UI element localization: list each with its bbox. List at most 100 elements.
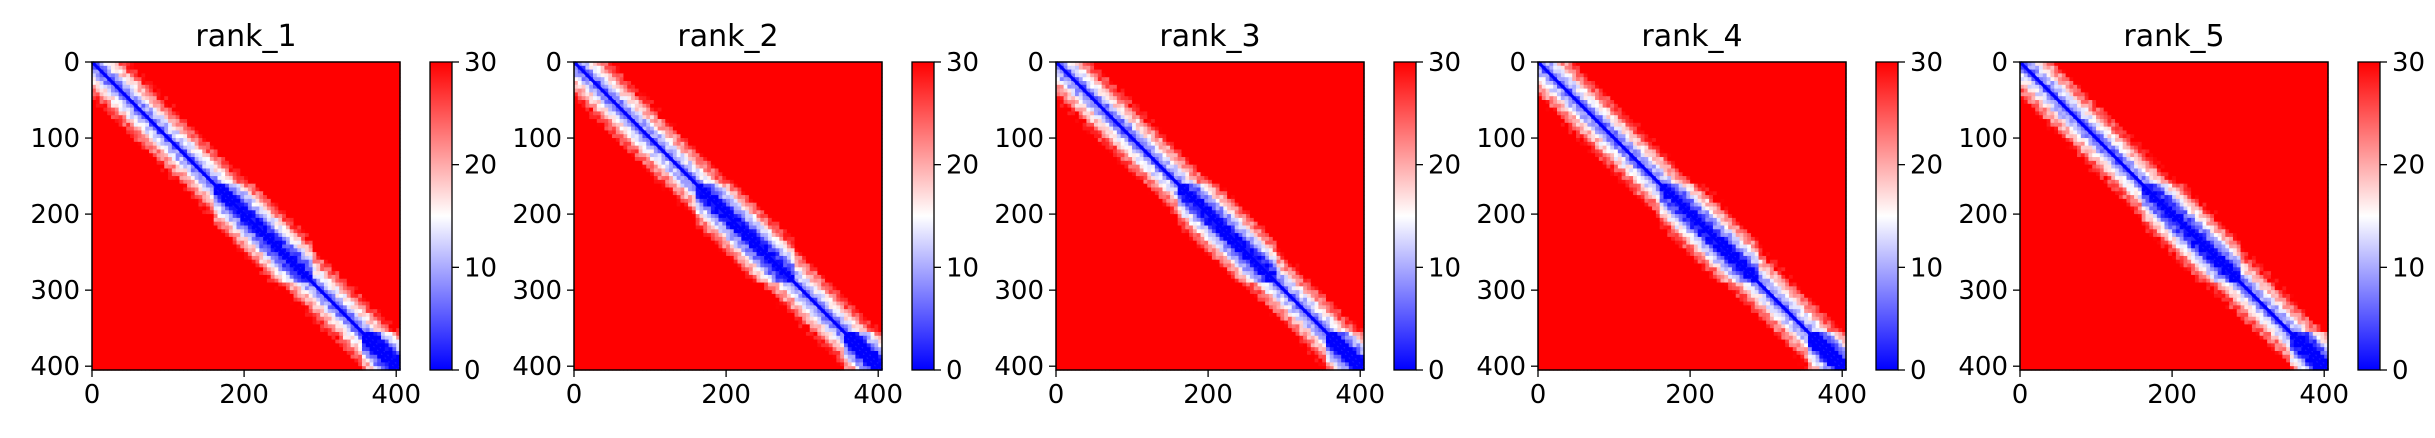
heatmap-cell (126, 233, 131, 238)
heatmap-cell (270, 107, 276, 113)
heatmap-cell (255, 153, 260, 158)
heatmap-cell (335, 164, 340, 170)
heatmap-cell (342, 271, 348, 276)
heatmap-cell (236, 126, 241, 132)
heatmap-cell (350, 111, 355, 116)
heatmap-cell (126, 267, 131, 272)
heatmap-cell (373, 138, 378, 143)
heatmap-cell (270, 286, 276, 291)
heatmap-cell (232, 100, 238, 105)
heatmap-cell (316, 134, 321, 139)
heatmap-cell (206, 145, 211, 151)
heatmap-cell (327, 126, 333, 132)
heatmap-cell (103, 248, 108, 253)
heatmap-cell (126, 134, 131, 139)
heatmap-cell (335, 221, 340, 227)
heatmap-cell (107, 263, 112, 268)
heatmap-cell (266, 179, 272, 185)
heatmap-cell (361, 176, 367, 181)
heatmap-cell (194, 103, 200, 109)
heatmap-cell (107, 65, 112, 71)
heatmap-cell (396, 145, 401, 151)
heatmap-cell (388, 81, 393, 86)
heatmap-cell (118, 217, 124, 223)
heatmap-cell (373, 278, 378, 284)
heatmap-cell (342, 286, 348, 291)
heatmap-cell (236, 229, 241, 234)
heatmap-cell (384, 168, 390, 173)
heatmap-cell (365, 233, 371, 238)
heatmap-cell (259, 145, 264, 151)
heatmap-cell (232, 217, 238, 223)
heatmap-cell (133, 267, 139, 272)
heatmap-cell (225, 141, 230, 147)
heatmap-cell (187, 168, 192, 173)
heatmap-cell (384, 157, 390, 162)
heatmap-cell (164, 282, 169, 287)
heatmap-cell (221, 119, 226, 124)
heatmap-cell (327, 81, 333, 86)
heatmap-cell (251, 229, 257, 234)
heatmap-cell (377, 217, 382, 223)
heatmap-cell (114, 267, 120, 272)
heatmap-cell (358, 164, 363, 170)
heatmap-cell (346, 206, 352, 211)
heatmap-cell (228, 145, 234, 151)
heatmap-cell (263, 225, 268, 230)
heatmap-cell (377, 138, 382, 143)
heatmap-cell (380, 240, 386, 246)
heatmap-cell (145, 244, 150, 249)
heatmap-cell (255, 191, 260, 196)
heatmap-cell (365, 210, 371, 215)
heatmap-cell (156, 172, 162, 177)
heatmap-cell (175, 172, 181, 177)
heatmap-cell (361, 157, 367, 162)
heatmap-cell (168, 179, 173, 185)
heatmap-cell (293, 210, 298, 215)
heatmap-cell (171, 290, 177, 295)
heatmap-cell (361, 92, 367, 97)
heatmap-cell (126, 202, 131, 208)
heatmap-cell (293, 290, 298, 295)
heatmap-cell (301, 160, 306, 166)
heatmap-cell (206, 126, 211, 132)
heatmap-cell (232, 255, 238, 261)
heatmap-cell (171, 282, 177, 287)
heatmap-cell (95, 157, 101, 162)
heatmap-cell (247, 236, 253, 242)
heatmap-cell (266, 233, 272, 238)
heatmap-cell (198, 77, 203, 82)
heatmap-cell (221, 81, 226, 86)
heatmap-cell (99, 267, 104, 272)
heatmap-cell (388, 202, 393, 208)
heatmap-cell (289, 130, 295, 135)
heatmap-cell (198, 107, 203, 113)
heatmap-cell (320, 107, 325, 113)
heatmap-cell (149, 84, 154, 90)
heatmap-cell (133, 229, 139, 234)
heatmap-cell (251, 217, 257, 223)
heatmap-cell (190, 164, 196, 170)
heatmap-cell (92, 69, 97, 74)
heatmap-cell (316, 240, 321, 246)
heatmap-cell (312, 122, 317, 128)
heatmap-cell (99, 274, 104, 280)
heatmap-cell (361, 179, 367, 185)
heatmap-cell (342, 164, 348, 170)
heatmap-cell (145, 111, 150, 116)
heatmap-cell (365, 65, 371, 71)
heatmap-cell (240, 206, 245, 211)
heatmap-cell (202, 229, 207, 234)
heatmap-cell (308, 195, 314, 200)
heatmap-cell (255, 267, 260, 272)
heatmap-cell (247, 77, 253, 82)
heatmap-cell (133, 210, 139, 215)
heatmap-cell (107, 138, 112, 143)
heatmap-cell (137, 248, 143, 253)
heatmap-cell (156, 179, 162, 185)
heatmap-cell (168, 221, 173, 227)
heatmap-cell (160, 248, 165, 253)
heatmap-cell (320, 202, 325, 208)
heatmap-cell (95, 126, 101, 132)
heatmap-cell (133, 244, 139, 249)
